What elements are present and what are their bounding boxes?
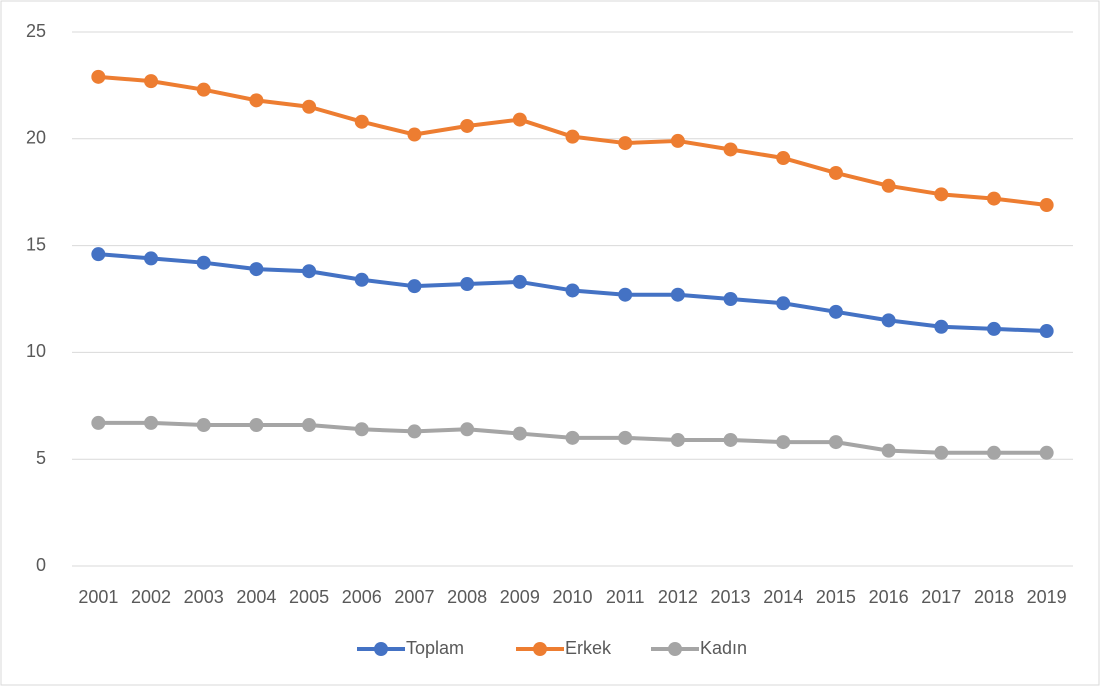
data-point — [407, 279, 422, 294]
data-point — [460, 277, 475, 292]
data-point — [776, 296, 791, 311]
x-tick-label: 2004 — [236, 587, 276, 607]
data-point — [670, 432, 685, 447]
x-tick-label: 2009 — [500, 587, 540, 607]
data-point — [460, 118, 475, 133]
y-tick-label: 10 — [26, 341, 46, 361]
data-point — [91, 69, 106, 84]
data-point — [407, 424, 422, 439]
x-tick-label: 2018 — [974, 587, 1014, 607]
data-point — [407, 127, 422, 142]
data-point — [302, 418, 317, 433]
data-point — [828, 165, 843, 180]
legend-label: Erkek — [565, 638, 612, 658]
data-point — [144, 415, 159, 430]
data-point — [1039, 198, 1054, 213]
y-tick-label: 25 — [26, 21, 46, 41]
y-tick-label: 20 — [26, 128, 46, 148]
x-tick-label: 2011 — [606, 587, 645, 607]
x-tick-label: 2005 — [289, 587, 329, 607]
data-point — [512, 274, 527, 289]
data-point — [618, 430, 633, 445]
y-tick-label: 15 — [26, 234, 46, 254]
data-point — [565, 283, 580, 298]
data-point — [1039, 324, 1054, 339]
x-tick-label: 2006 — [342, 587, 382, 607]
y-tick-label: 0 — [36, 555, 46, 575]
y-tick-label: 5 — [36, 448, 46, 468]
x-tick-label: 2019 — [1027, 587, 1067, 607]
legend-label: Kadın — [700, 638, 747, 658]
x-tick-label: 2002 — [131, 587, 171, 607]
data-point — [302, 99, 317, 114]
data-point — [776, 151, 791, 166]
data-point — [91, 415, 106, 430]
data-point — [144, 251, 159, 266]
legend-marker — [533, 642, 547, 656]
data-point — [249, 418, 264, 433]
x-tick-label: 2008 — [447, 587, 487, 607]
data-point — [354, 272, 369, 287]
data-point — [249, 93, 264, 108]
data-point — [512, 426, 527, 441]
data-point — [196, 82, 211, 97]
data-point — [249, 262, 264, 277]
data-point — [776, 435, 791, 450]
data-point — [986, 191, 1001, 206]
data-point — [723, 292, 738, 306]
legend-marker — [374, 642, 388, 656]
data-point — [934, 445, 949, 460]
data-point — [828, 304, 843, 319]
data-point — [196, 418, 211, 433]
data-point — [354, 114, 369, 129]
data-point — [91, 247, 106, 262]
x-tick-label: 2007 — [394, 587, 434, 607]
data-point — [881, 313, 896, 328]
data-point — [881, 178, 896, 193]
x-tick-label: 2001 — [78, 587, 118, 607]
data-point — [986, 445, 1001, 460]
data-point — [565, 129, 580, 144]
data-point — [723, 432, 738, 447]
data-point — [302, 264, 317, 279]
data-point — [196, 255, 211, 270]
data-point — [934, 187, 949, 202]
data-point — [723, 142, 738, 157]
data-point — [1039, 445, 1054, 460]
data-point — [934, 319, 949, 334]
x-tick-label: 2015 — [816, 587, 856, 607]
data-point — [354, 422, 369, 437]
data-point — [618, 287, 633, 302]
data-point — [670, 287, 685, 302]
data-point — [144, 74, 159, 89]
x-tick-label: 2014 — [763, 587, 803, 607]
data-point — [670, 133, 685, 148]
x-tick-label: 2013 — [711, 587, 751, 607]
data-point — [986, 321, 1001, 336]
x-tick-label: 2010 — [552, 587, 592, 607]
data-point — [512, 112, 527, 127]
x-tick-label: 2016 — [869, 587, 909, 607]
data-point — [881, 443, 896, 458]
data-point — [565, 430, 580, 445]
data-point — [460, 422, 475, 437]
x-tick-label: 2003 — [184, 587, 224, 607]
legend-label: Toplam — [406, 638, 464, 658]
legend-marker — [668, 642, 682, 656]
x-tick-label: 2012 — [658, 587, 698, 607]
data-point — [618, 136, 633, 151]
data-point — [828, 435, 843, 450]
x-tick-label: 2017 — [921, 587, 961, 607]
